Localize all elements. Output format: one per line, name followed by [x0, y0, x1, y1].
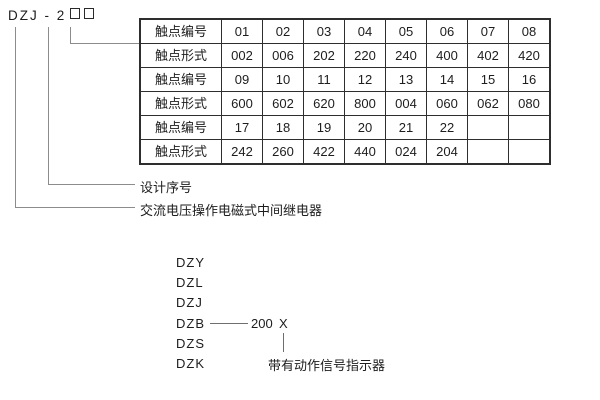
table-cell: 220 — [344, 43, 386, 68]
table-cell: 422 — [303, 139, 345, 165]
relay-type-connector-hline — [15, 207, 135, 208]
indicator-connector-vline — [283, 333, 284, 352]
contact-form-row: 触点形式 242 260 422 440 024 204 — [139, 139, 551, 165]
row-label: 触点编号 — [139, 115, 222, 140]
table-cell: 062 — [467, 91, 509, 116]
table-cell: 14 — [426, 67, 468, 92]
table-cell: 204 — [426, 139, 468, 165]
table-cell: 080 — [508, 91, 551, 116]
table-cell: 240 — [385, 43, 427, 68]
table-cell: 09 — [221, 67, 263, 92]
design-serial-connector-vline — [48, 27, 49, 185]
table-cell: 620 — [303, 91, 345, 116]
contact-number-row: 触点编号 01 02 03 04 05 06 07 08 — [139, 18, 551, 44]
table-cell: 08 — [508, 18, 551, 44]
table-cell: 006 — [262, 43, 304, 68]
table-cell: 12 — [344, 67, 386, 92]
design-serial-connector-hline — [48, 184, 135, 185]
table-cell — [467, 115, 509, 140]
series-item-dzk: DZK — [176, 356, 205, 371]
row-label: 触点形式 — [139, 91, 222, 116]
table-cell — [508, 139, 551, 165]
indicator-note-label: 带有动作信号指示器 — [268, 358, 386, 373]
table-cell: 03 — [303, 18, 345, 44]
table-cell: 13 — [385, 67, 427, 92]
table-cell: 420 — [508, 43, 551, 68]
table-cell: 10 — [262, 67, 304, 92]
row-label: 触点形式 — [139, 139, 222, 165]
contact-number-row: 触点编号 17 18 19 20 21 22 — [139, 115, 551, 140]
contact-code-connector-vline — [70, 27, 71, 44]
table-cell: 440 — [344, 139, 386, 165]
series-item-dzl: DZL — [176, 275, 204, 290]
table-cell: 02 — [262, 18, 304, 44]
table-cell: 602 — [262, 91, 304, 116]
table-cell: 202 — [303, 43, 345, 68]
contact-form-row: 触点形式 002 006 202 220 240 400 402 420 — [139, 43, 551, 68]
row-label: 触点编号 — [139, 67, 222, 92]
digit-placeholder-box-2 — [84, 8, 95, 19]
row-label: 触点形式 — [139, 43, 222, 68]
table-cell: 060 — [426, 91, 468, 116]
series-item-dzb: DZB — [176, 316, 205, 331]
table-cell: 22 — [426, 115, 468, 140]
table-cell: 002 — [221, 43, 263, 68]
row-label: 触点编号 — [139, 18, 222, 44]
table-cell: 16 — [508, 67, 551, 92]
dzb-suffix-x: X — [279, 316, 288, 331]
model-code: DZJ - 2 — [8, 8, 95, 23]
table-cell: 15 — [467, 67, 509, 92]
table-cell: 04 — [344, 18, 386, 44]
table-cell: 800 — [344, 91, 386, 116]
table-cell: 242 — [221, 139, 263, 165]
table-cell: 600 — [221, 91, 263, 116]
table-cell: 400 — [426, 43, 468, 68]
table-cell: 21 — [385, 115, 427, 140]
dzb-suffix-number: 200 — [251, 316, 273, 331]
table-cell: 20 — [344, 115, 386, 140]
series-item-dzy: DZY — [176, 255, 205, 270]
table-cell: 01 — [221, 18, 263, 44]
table-cell: 17 — [221, 115, 263, 140]
table-cell: 402 — [467, 43, 509, 68]
series-item-dzs: DZS — [176, 336, 205, 351]
contact-form-row: 触点形式 600 602 620 800 004 060 062 080 — [139, 91, 551, 116]
table-cell: 260 — [262, 139, 304, 165]
table-cell: 11 — [303, 67, 345, 92]
table-cell: 024 — [385, 139, 427, 165]
relay-type-label: 交流电压操作电磁式中间继电器 — [140, 203, 323, 218]
table-cell: 19 — [303, 115, 345, 140]
digit-placeholder-box-1 — [70, 8, 81, 19]
table-cell: 004 — [385, 91, 427, 116]
contact-code-table: 触点编号 01 02 03 04 05 06 07 08 触点形式 002 00… — [139, 18, 551, 165]
relay-type-connector-vline — [15, 27, 16, 208]
table-cell — [467, 139, 509, 165]
table-cell: 05 — [385, 18, 427, 44]
dzb-connector-hline — [210, 323, 248, 324]
contact-number-row: 触点编号 09 10 11 12 13 14 15 16 — [139, 67, 551, 92]
contact-code-connector-hline — [70, 43, 139, 44]
table-cell — [508, 115, 551, 140]
design-serial-label: 设计序号 — [140, 180, 193, 195]
table-cell: 06 — [426, 18, 468, 44]
series-item-dzj: DZJ — [176, 295, 203, 310]
table-cell: 07 — [467, 18, 509, 44]
model-code-text: DZJ - 2 — [8, 8, 67, 23]
table-cell: 18 — [262, 115, 304, 140]
